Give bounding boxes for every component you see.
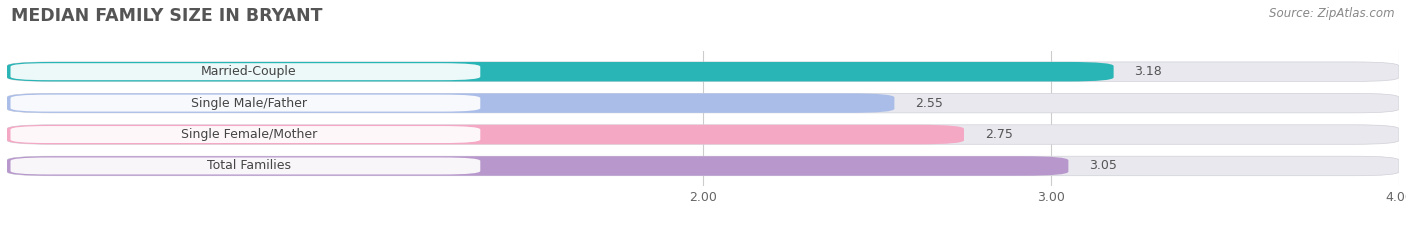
- Text: 2.75: 2.75: [984, 128, 1012, 141]
- FancyBboxPatch shape: [10, 95, 481, 112]
- FancyBboxPatch shape: [7, 125, 1399, 144]
- Text: Married-Couple: Married-Couple: [201, 65, 297, 78]
- FancyBboxPatch shape: [7, 62, 1399, 81]
- FancyBboxPatch shape: [7, 156, 1069, 176]
- Text: Source: ZipAtlas.com: Source: ZipAtlas.com: [1270, 7, 1395, 20]
- FancyBboxPatch shape: [7, 62, 1114, 81]
- FancyBboxPatch shape: [10, 63, 481, 80]
- FancyBboxPatch shape: [10, 126, 481, 143]
- Text: 2.55: 2.55: [915, 97, 943, 110]
- Text: MEDIAN FAMILY SIZE IN BRYANT: MEDIAN FAMILY SIZE IN BRYANT: [11, 7, 323, 25]
- FancyBboxPatch shape: [7, 93, 1399, 113]
- FancyBboxPatch shape: [7, 93, 894, 113]
- Text: 3.05: 3.05: [1090, 159, 1118, 172]
- Text: Single Female/Mother: Single Female/Mother: [181, 128, 316, 141]
- Text: 3.18: 3.18: [1135, 65, 1163, 78]
- FancyBboxPatch shape: [7, 156, 1399, 176]
- Text: Total Families: Total Families: [207, 159, 291, 172]
- FancyBboxPatch shape: [10, 158, 481, 175]
- FancyBboxPatch shape: [7, 125, 965, 144]
- Text: Single Male/Father: Single Male/Father: [191, 97, 307, 110]
